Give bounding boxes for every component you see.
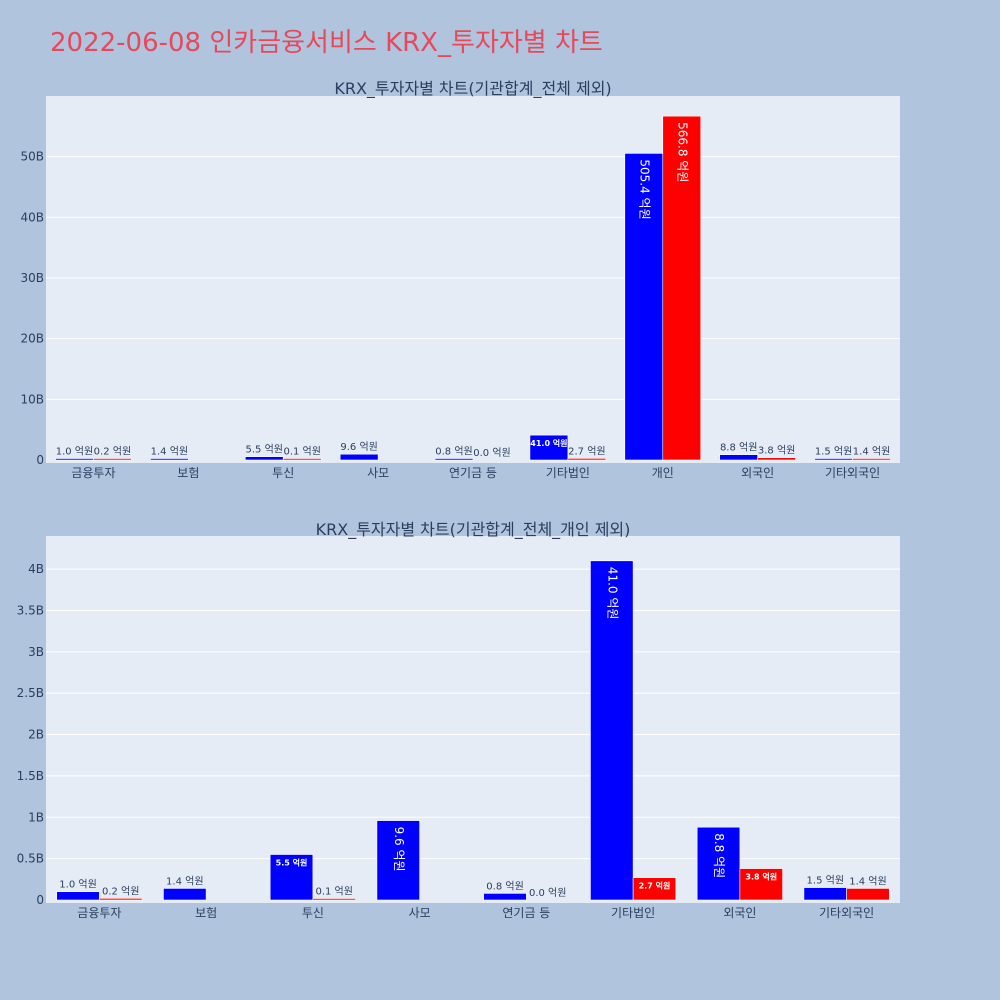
x-tick-label: 투신 — [272, 466, 294, 480]
bar-value-label: 0.8 억원 — [435, 446, 472, 458]
y-tick-label: 0 — [36, 453, 44, 467]
bar — [529, 434, 569, 461]
bar-value-label: 0.8 억원 — [486, 880, 523, 892]
x-tick-label: 외국인 — [741, 466, 774, 480]
bar-value-label: 1.4 억원 — [849, 875, 886, 887]
bar — [376, 820, 420, 901]
y-tick-label: 50B — [20, 150, 44, 164]
bar-value-label: 1.0 억원 — [56, 446, 93, 458]
bar-value-label: 1.0 억원 — [59, 879, 96, 891]
x-tick-label: 사모 — [409, 906, 431, 920]
chart-bottom: 0 0.5B 1B 1.5B 2B 2.5B 3B 3.5B 4B KRX_투자자별 차트(기관합… — [17, 520, 900, 920]
bar-value-label: 3.8 억원 — [758, 445, 795, 457]
bar-value-label: 2.7 억원 — [568, 445, 605, 457]
x-tick-label: 기타법인 — [611, 906, 655, 920]
bar-value-label: 1.5 억원 — [815, 446, 852, 458]
bar-value-label: 9.6 억원 — [340, 441, 377, 453]
x-tick-label: 금융투자 — [71, 466, 115, 480]
bar-value-label: 8.8 억원 — [712, 833, 726, 878]
bar-value-label: 1.5 억원 — [807, 875, 844, 887]
bar-value-label: 0.2 억원 — [94, 446, 131, 458]
chart-title: KRX_투자자별 차트(기관합계_전체_개인 제외) — [316, 520, 631, 540]
y-tick-label: 3.5B — [17, 603, 44, 617]
x-tick-label: 연기금 등 — [502, 906, 550, 920]
bar — [312, 898, 356, 901]
x-tick-label: 기타법인 — [546, 466, 590, 480]
y-tick-label: 0 — [36, 893, 44, 907]
y-tick-label: 3B — [28, 645, 44, 659]
x-tick-label: 개인 — [652, 466, 674, 480]
bar — [846, 888, 890, 901]
bar-value-label: 0.1 억원 — [283, 446, 320, 458]
bar-value-label: 566.8 억원 — [675, 122, 689, 182]
y-tick-label: 10B — [20, 392, 44, 406]
x-tick-label: 투신 — [302, 906, 324, 920]
bar-value-label: 3.8 억원 — [745, 872, 777, 882]
bar — [93, 458, 132, 461]
bar — [852, 458, 891, 461]
bar — [244, 456, 284, 461]
y-tick-label: 1.5B — [17, 769, 44, 783]
x-tick-label: 보험 — [195, 906, 217, 920]
bar — [590, 560, 634, 901]
x-tick-label: 사모 — [367, 466, 389, 480]
bar — [632, 877, 677, 901]
bar-value-label: 2.7 억원 — [639, 881, 671, 891]
bar-value-label: 1.4 억원 — [151, 446, 188, 458]
y-tick-label: 4B — [28, 562, 44, 576]
bar-value-label: 1.4 억원 — [853, 446, 890, 458]
bar — [56, 891, 100, 901]
bar — [483, 893, 527, 901]
bar — [719, 454, 758, 461]
x-tick-label: 연기금 등 — [449, 466, 497, 480]
bar-value-label: 0.0 억원 — [473, 447, 510, 459]
bar — [567, 458, 607, 461]
bar-value-label: 0.0 억원 — [529, 887, 566, 899]
bar — [339, 453, 379, 461]
y-tick-label: 20B — [20, 332, 44, 346]
x-tick-label: 금융투자 — [77, 906, 121, 920]
chart-top: 0 10B 20B 30B 40B 50B KRX_투자자별 차트(기관합계_전체 제외) 금… — [20, 79, 900, 480]
page-title: 2022-06-08 인카금융서비스 KRX_투자자별 차트 — [50, 28, 603, 58]
bar — [163, 888, 207, 901]
x-tick-label: 보험 — [177, 466, 199, 480]
x-tick-label: 외국인 — [723, 906, 756, 920]
bar — [757, 457, 796, 461]
y-tick-label: 2B — [28, 728, 44, 742]
bar — [55, 458, 94, 461]
y-tick-label: 1B — [28, 810, 44, 824]
bar — [803, 887, 847, 901]
plot-area — [46, 96, 900, 463]
x-tick-label: 기타외국인 — [819, 906, 874, 920]
bar — [434, 458, 474, 461]
bar-value-label: 1.4 억원 — [166, 875, 203, 887]
bar-value-label: 0.1 억원 — [315, 886, 352, 898]
y-tick-label: 40B — [20, 210, 44, 224]
bar — [696, 826, 741, 901]
bar — [814, 458, 853, 461]
bar-value-label: 505.4 억원 — [637, 159, 651, 219]
y-tick-label: 2.5B — [17, 686, 44, 700]
bar — [282, 458, 322, 461]
bar-value-label: 41.0 억원 — [530, 438, 567, 448]
x-tick-label: 기타외국인 — [825, 466, 880, 480]
bar-value-label: 5.5 억원 — [246, 444, 283, 456]
bar-value-label: 5.5 억원 — [276, 858, 308, 868]
bar — [99, 898, 143, 901]
bar — [739, 868, 783, 901]
bar — [269, 854, 314, 901]
bar — [150, 458, 189, 461]
bar-value-label: 0.2 억원 — [102, 885, 139, 897]
y-tick-label: 30B — [20, 271, 44, 285]
bar-value-label: 8.8 억원 — [720, 442, 757, 454]
chart-title: KRX_투자자별 차트(기관합계_전체 제외) — [334, 79, 611, 99]
bar-value-label: 9.6 억원 — [392, 827, 406, 872]
bar — [662, 115, 702, 461]
plot-area — [46, 536, 900, 903]
y-tick-label: 0.5B — [17, 852, 44, 866]
bar-value-label: 41.0 억원 — [605, 567, 619, 620]
bar — [624, 153, 664, 461]
